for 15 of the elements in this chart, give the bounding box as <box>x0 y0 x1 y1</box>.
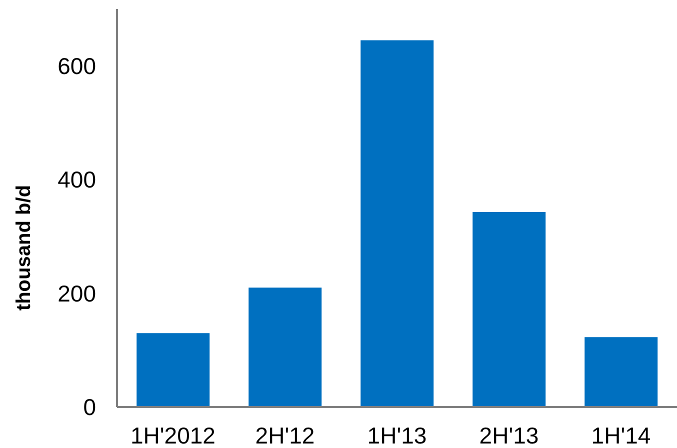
x-tick-label: 2H'12 <box>255 422 315 448</box>
bar <box>136 333 210 407</box>
y-tick-label: 0 <box>83 394 96 420</box>
bar <box>248 288 322 407</box>
bar <box>360 40 434 407</box>
bar <box>584 337 658 407</box>
y-tick-label: 200 <box>58 280 96 306</box>
x-tick-label: 2H'13 <box>479 422 539 448</box>
y-tick-label: 400 <box>58 166 96 193</box>
x-tick-label: 1H'2012 <box>130 422 216 448</box>
x-tick-label: 1H'14 <box>591 422 651 448</box>
y-axis-title: thousand b/d <box>13 185 35 311</box>
y-tick-label: 600 <box>58 53 96 80</box>
x-tick-label: 1H'13 <box>367 422 427 448</box>
bar <box>472 212 546 407</box>
